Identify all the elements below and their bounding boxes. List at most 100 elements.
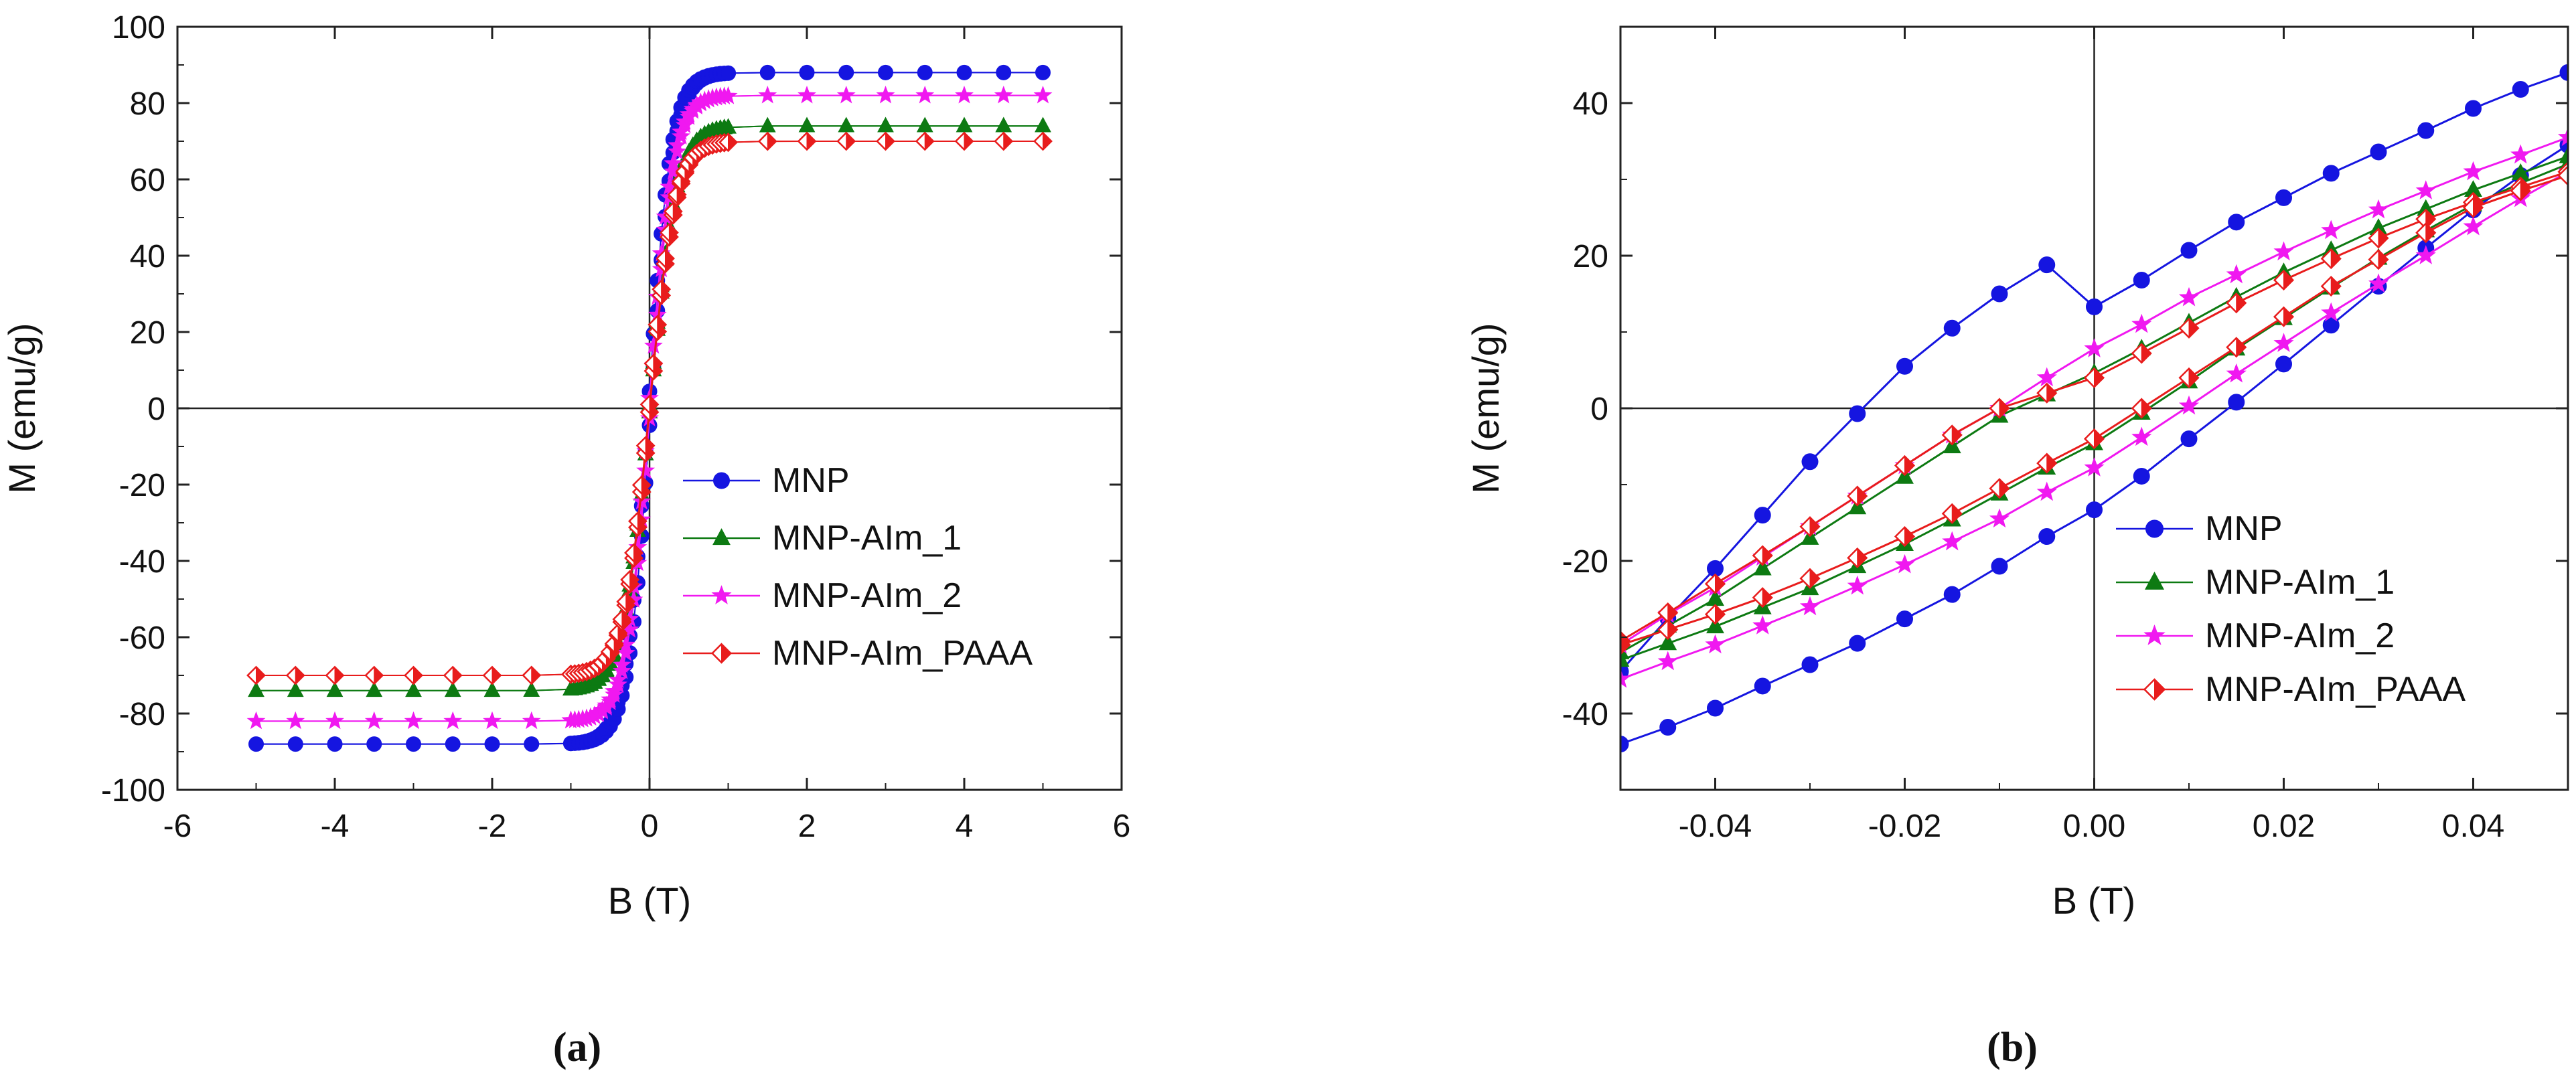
a-data-point xyxy=(484,736,500,752)
a-data-point xyxy=(877,116,894,133)
b-data-point xyxy=(2036,481,2057,501)
a-data-point xyxy=(327,736,343,752)
a-data-point xyxy=(876,131,895,151)
chart-a-panel-label: (a) xyxy=(553,1025,601,1070)
b-legend-marker xyxy=(2143,678,2166,701)
b-y-tick-label: 20 xyxy=(1573,239,1608,274)
b-data-point xyxy=(2038,528,2056,546)
b-data-point xyxy=(1754,677,1771,695)
b-data-point-fill xyxy=(2188,318,2199,339)
b-data-point xyxy=(1943,319,1961,337)
b-legend-label: MNP-AIm_2 xyxy=(2205,616,2395,655)
a-data-point xyxy=(652,279,672,299)
b-series-mnp-aim-paaa xyxy=(1620,161,2568,655)
a-data-point xyxy=(444,681,461,697)
b-data-point xyxy=(1894,554,1915,574)
a-data-point-fill xyxy=(637,511,647,531)
a-data-point xyxy=(364,711,384,730)
a-data-point-fill xyxy=(374,666,384,685)
a-data-point-fill xyxy=(1003,132,1013,151)
b-data-point xyxy=(1620,634,1631,655)
a-data-point xyxy=(1035,64,1051,80)
a-data-point xyxy=(663,201,683,222)
a-data-point xyxy=(759,64,775,80)
b-data-point xyxy=(2273,269,2295,291)
a-data-point xyxy=(631,475,652,495)
a-data-point xyxy=(405,681,422,697)
b-data-point-fill xyxy=(1809,516,1820,537)
b-data-point xyxy=(1707,699,1724,717)
a-y-tick-label: 100 xyxy=(112,10,165,46)
a-data-point xyxy=(836,131,856,151)
a-data-point xyxy=(917,64,933,80)
b-data-point xyxy=(2086,501,2103,519)
a-data-point xyxy=(326,681,344,697)
b-data-point xyxy=(2226,337,2247,358)
b-data-point xyxy=(1657,619,1679,641)
a-data-point xyxy=(876,85,895,104)
a-data-point xyxy=(718,86,738,104)
b-x-tick-label: -0.04 xyxy=(1679,809,1752,844)
a-data-point xyxy=(955,85,974,104)
b-data-point xyxy=(2510,180,2531,201)
b-data-point-fill xyxy=(2283,307,2294,327)
a-data-point xyxy=(248,736,264,752)
a-legend-item: MNP xyxy=(683,461,850,500)
b-data-point xyxy=(2557,165,2568,186)
b-data-point xyxy=(1704,573,1726,594)
b-data-point xyxy=(2321,302,2342,322)
a-y-tick-label: -60 xyxy=(119,620,165,656)
a-data-point xyxy=(612,609,632,629)
a-data-point xyxy=(758,85,777,104)
a-data-point xyxy=(445,736,461,752)
b-series-mnp xyxy=(1620,64,2568,753)
a-data-point xyxy=(659,223,679,242)
a-data-point-fill xyxy=(964,132,974,151)
chart-a-y-axis-label: M (emu/g) xyxy=(1,323,43,493)
a-x-tick-label: 4 xyxy=(956,809,974,844)
b-data-point-fill xyxy=(2094,367,2105,388)
a-x-tick-label: 2 xyxy=(798,809,816,844)
b-data-point xyxy=(2083,428,2105,450)
b-data-point-fill xyxy=(1715,574,1726,594)
a-data-point xyxy=(612,655,631,673)
a-data-point xyxy=(994,85,1013,104)
b-legend-label: MNP-AIm_1 xyxy=(2205,563,2395,602)
a-data-point xyxy=(624,543,643,563)
a-data-point xyxy=(643,353,664,373)
b-data-point-fill xyxy=(2378,228,2389,248)
a-data-point xyxy=(524,736,540,752)
b-data-point xyxy=(1657,651,1678,671)
b-data-point-fill xyxy=(2283,270,2294,290)
b-data-point-fill xyxy=(1620,635,1631,655)
chart-b-zero-lines xyxy=(1620,27,2568,790)
a-data-point xyxy=(286,711,305,730)
b-data-point xyxy=(2370,143,2387,161)
a-data-point-fill xyxy=(657,315,667,334)
b-data-point xyxy=(1991,285,2008,303)
b-data-point xyxy=(1704,604,1726,625)
a-data-point-fill xyxy=(625,592,635,611)
b-data-point xyxy=(1801,453,1819,471)
chart-b-legend: MNP MNP-AIm_1 MNP-AIm_2 MNP-AIm_PAAA xyxy=(2116,509,2466,709)
b-data-point xyxy=(2275,189,2292,206)
b-data-point xyxy=(1896,610,1913,628)
b-data-point xyxy=(1847,485,1868,507)
a-data-point xyxy=(799,64,815,80)
a-data-point xyxy=(915,85,935,104)
a-data-point-fill xyxy=(531,666,541,685)
a-data-point-fill xyxy=(653,354,663,373)
a-data-point xyxy=(609,670,627,688)
b-legend-marker-fill xyxy=(2154,678,2166,701)
b-data-point-fill xyxy=(2425,222,2436,243)
a-data-point-fill xyxy=(452,666,462,685)
a-data-point xyxy=(1033,85,1053,104)
b-data-point xyxy=(2273,333,2294,352)
b-data-point xyxy=(1799,568,1821,589)
b-data-point-fill xyxy=(1667,602,1678,623)
b-data-point xyxy=(1752,545,1773,566)
b-data-point xyxy=(2036,452,2058,474)
b-data-point-fill xyxy=(2425,209,2436,230)
